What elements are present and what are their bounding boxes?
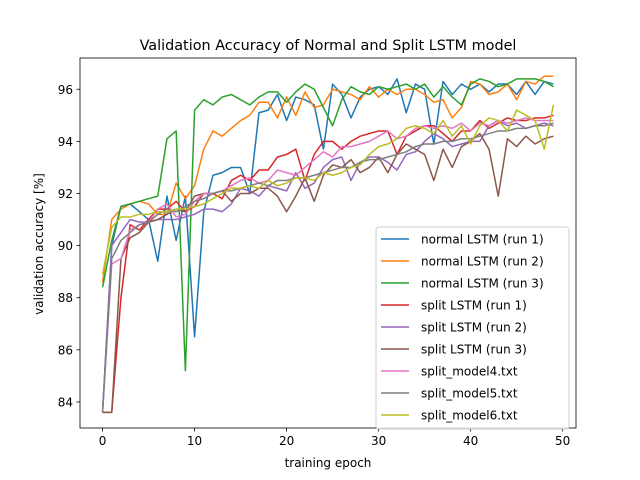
x-axis: 0 10 20 30 40 50 xyxy=(99,428,570,448)
legend-label: split_model6.txt xyxy=(421,409,518,423)
y-tick-label: 94 xyxy=(58,135,73,149)
series-line-9 xyxy=(101,104,555,275)
x-tick-label: 40 xyxy=(463,434,478,448)
legend-label: split_model4.txt xyxy=(421,365,518,379)
y-tick-label: 84 xyxy=(58,395,73,409)
y-tick-label: 86 xyxy=(58,343,73,357)
y-tick-label: 96 xyxy=(58,83,73,97)
chart-title: Validation Accuracy of Normal and Split … xyxy=(140,38,517,54)
legend-label: split_model5.txt xyxy=(421,387,518,401)
legend-label: normal LSTM (run 2) xyxy=(421,255,544,269)
legend-label: split LSTM (run 2) xyxy=(421,321,527,335)
series-layer xyxy=(101,75,555,414)
series-line-3 xyxy=(101,78,554,372)
y-axis-label: validation accuracy [%] xyxy=(32,173,46,315)
x-tick-label: 30 xyxy=(371,434,386,448)
series-line-5 xyxy=(101,119,554,413)
y-tick-label: 92 xyxy=(58,187,73,201)
series-line-4 xyxy=(102,114,554,414)
legend-label: split LSTM (run 3) xyxy=(421,343,527,357)
legend-label: split LSTM (run 1) xyxy=(421,299,527,313)
series-line-8 xyxy=(101,122,554,413)
x-tick-label: 20 xyxy=(279,434,294,448)
series-line-7 xyxy=(101,117,554,413)
legend-box xyxy=(375,226,570,430)
legend-label: normal LSTM (run 1) xyxy=(421,233,544,247)
x-tick-label: 10 xyxy=(187,434,202,448)
legend: normal LSTM (run 1) normal LSTM (run 2) no… xyxy=(375,226,570,430)
legend-label: normal LSTM (run 3) xyxy=(421,277,544,291)
x-tick-label: 50 xyxy=(555,434,570,448)
y-tick-label: 90 xyxy=(58,239,73,253)
y-axis: 84 86 88 90 92 94 96 xyxy=(58,83,80,409)
plot-frame xyxy=(79,57,577,429)
x-tick-label: 0 xyxy=(99,434,107,448)
y-tick-label: 88 xyxy=(58,291,73,305)
x-axis-label: training epoch xyxy=(285,456,372,470)
